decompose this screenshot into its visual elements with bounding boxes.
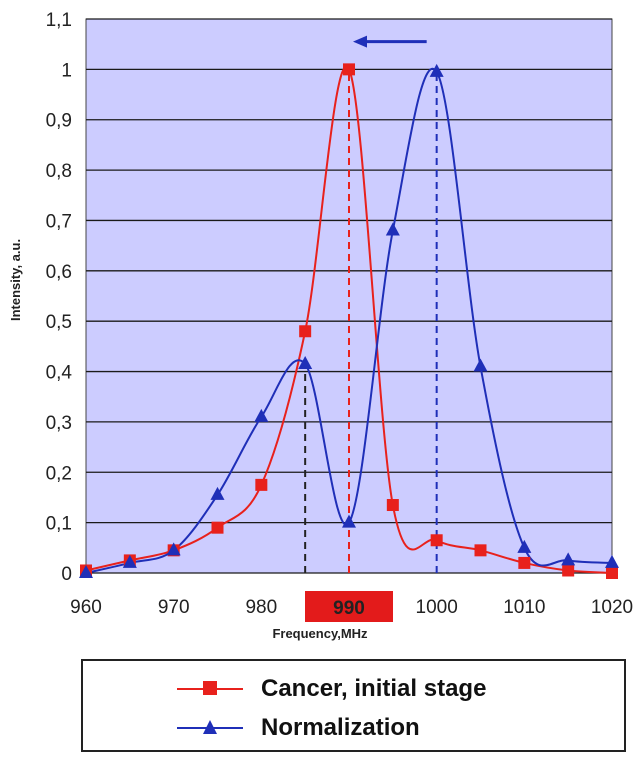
y-tick-label: 0,6 <box>46 262 72 283</box>
legend-label-normalization: Normalization <box>261 714 420 741</box>
x-tick-label: 980 <box>245 597 277 618</box>
x-tick-label-highlighted: 990 <box>333 598 365 619</box>
data-point-cancer <box>343 63 355 76</box>
legend-item-cancer: Cancer, initial stage <box>83 669 624 709</box>
y-tick-label: 1 <box>61 60 72 81</box>
series-line-normalization <box>85 68 613 574</box>
legend-label-cancer: Cancer, initial stage <box>261 675 487 702</box>
x-tick-label: 960 <box>70 597 102 618</box>
y-tick-label: 0,7 <box>46 211 72 232</box>
data-point-normalization <box>385 222 400 236</box>
series-markers <box>79 63 619 579</box>
data-point-cancer <box>211 521 224 534</box>
x-tick-labels: 960 970 980 990 1000 1010 1020 <box>70 591 633 622</box>
data-point-normalization <box>561 552 576 566</box>
data-point-normalization <box>473 358 488 372</box>
square-marker-icon <box>203 681 217 695</box>
data-point-normalization <box>298 355 313 369</box>
reference-lines <box>304 69 438 573</box>
y-tick-label: 0,9 <box>46 111 72 132</box>
y-tick-label: 0,3 <box>46 413 72 434</box>
data-point-normalization <box>342 514 356 528</box>
highlight-box <box>305 591 393 622</box>
data-point-cancer <box>474 544 487 557</box>
x-tick-label: 1000 <box>416 597 458 618</box>
y-tick-labels: 0 0,1 0,2 0,3 0,4 0,5 0,6 0,7 0,8 0,9 1 1,1 <box>46 10 73 585</box>
data-point-normalization <box>166 542 181 556</box>
legend: Cancer, initial stage Normalization <box>81 659 626 752</box>
x-axis-label: Frequency,MHz <box>272 626 368 641</box>
y-tick-label: 0,2 <box>46 463 72 484</box>
data-point-normalization <box>254 408 269 422</box>
data-point-normalization <box>429 63 444 77</box>
arrow-head <box>353 35 367 48</box>
x-tick-label: 1020 <box>591 597 633 618</box>
data-point-cancer <box>255 478 268 491</box>
shift-arrow <box>353 35 427 48</box>
chart: 00,10,20,30,40,50,60,70,80,911,1 960 970 9… <box>8 10 633 641</box>
y-tick-label: 0,1 <box>46 514 72 535</box>
data-point-cancer <box>518 556 531 569</box>
y-tick-label: 0,8 <box>46 161 72 182</box>
data-point-normalization <box>605 554 619 568</box>
triangle-marker-icon <box>203 720 217 734</box>
y-tick-label: 0,5 <box>46 312 72 333</box>
y-tick-label: 1,1 <box>46 10 72 31</box>
data-point-cancer <box>606 567 618 579</box>
data-point-cancer <box>562 564 575 577</box>
x-tick-label: 1010 <box>503 597 545 618</box>
data-point-cancer <box>430 534 443 547</box>
y-tick-label: 0 <box>61 564 72 585</box>
data-point-normalization <box>517 539 532 553</box>
data-point-normalization <box>79 565 93 578</box>
legend-item-normalization: Normalization <box>83 708 624 748</box>
y-tick-label: 0,4 <box>46 363 73 384</box>
data-point-cancer <box>299 325 312 338</box>
data-point-cancer <box>386 499 399 512</box>
data-point-normalization <box>210 486 225 500</box>
x-tick-label: 970 <box>158 597 190 618</box>
data-point-normalization <box>122 554 137 568</box>
y-axis-label: Intensity, a.u. <box>8 239 23 321</box>
